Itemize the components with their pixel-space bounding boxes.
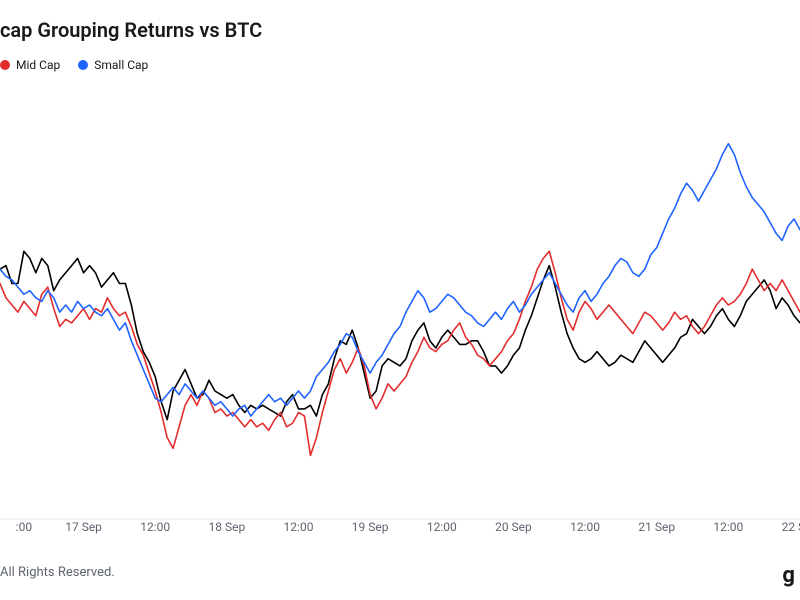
x-tick-label: 12:00 [284,520,314,534]
legend-swatch [0,60,10,70]
x-tick-label: 17 Sep [65,520,102,534]
series-line [0,251,800,419]
legend-label: Mid Cap [16,58,60,72]
x-tick-label: 19 Sep [352,520,389,534]
chart-area [0,90,800,520]
footer-text: All Rights Reserved. [0,565,115,580]
series-line [0,144,800,416]
x-tick-label: :00 [16,520,32,534]
footer-brand: g [782,563,795,588]
x-tick-label: 12:00 [140,520,170,534]
series-line [0,251,800,455]
chart-svg [0,90,800,520]
x-tick-label: 21 Sep [638,520,675,534]
x-tick-label: 18 Sep [209,520,246,534]
x-tick-label: 20 Sep [495,520,532,534]
legend-swatch [78,60,88,70]
chart-title: cap Grouping Returns vs BTC [0,18,262,42]
legend-item: Mid Cap [0,58,60,72]
x-tick-label: 12:00 [427,520,457,534]
x-tick-label: 22 Sep [782,520,800,534]
legend-label: Small Cap [94,58,148,72]
x-axis: :00 17 Sep 12:00 18 Sep 12:00 19 Sep 12:00 20 S… [0,520,800,550]
legend-item: Small Cap [78,58,148,72]
x-tick-label: 12:00 [570,520,600,534]
x-tick-label: 12:00 [713,520,743,534]
legend: Mid Cap Small Cap [0,58,148,72]
